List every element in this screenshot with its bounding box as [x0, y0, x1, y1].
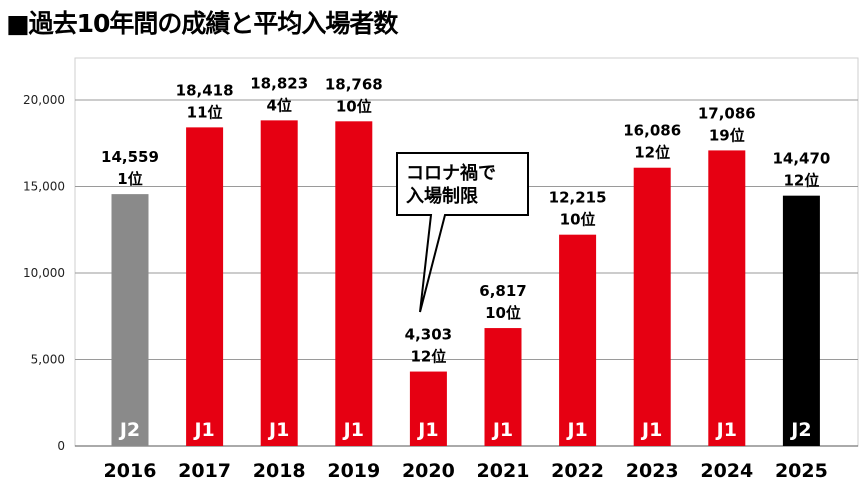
bar-2022: [559, 234, 597, 446]
callout-text: コロナ禍で: [406, 162, 496, 184]
bar-2021: [484, 328, 522, 446]
x-tick-label: 2020: [402, 460, 455, 482]
rank-label: 10位: [485, 304, 521, 322]
bar-2018: [260, 120, 298, 447]
y-tick-label: 5,000: [31, 353, 65, 367]
league-label: J1: [565, 419, 587, 441]
y-tick-label: 15,000: [23, 180, 65, 194]
x-tick-label: 2025: [775, 460, 828, 482]
league-label: J2: [118, 419, 140, 441]
league-label: J1: [491, 419, 513, 441]
callout-text: 入場制限: [406, 186, 479, 207]
x-tick-label: 2022: [551, 460, 604, 482]
bar-2023: [633, 167, 671, 446]
x-tick-label: 2019: [327, 460, 380, 482]
value-label: 14,559: [101, 148, 159, 166]
value-label: 18,418: [176, 81, 234, 99]
value-label: 6,817: [479, 282, 526, 300]
bar-2016: [111, 194, 149, 446]
rank-label: 10位: [560, 211, 596, 229]
x-tick-label: 2016: [104, 460, 157, 482]
league-label: J2: [789, 419, 811, 441]
y-tick-label: 10,000: [23, 266, 65, 280]
league-label: J1: [640, 419, 662, 441]
bar-2024: [708, 150, 746, 446]
rank-label: 1位: [117, 170, 142, 188]
bar-2025: [782, 195, 820, 446]
rank-label: 10位: [336, 97, 372, 115]
rank-label: 12位: [634, 144, 670, 162]
league-label: J1: [267, 419, 289, 441]
x-tick-label: 2018: [253, 460, 306, 482]
x-tick-label: 2021: [477, 460, 530, 482]
y-tick-label: 0: [57, 439, 65, 453]
rank-label: 12位: [783, 172, 819, 190]
value-label: 17,086: [698, 104, 756, 122]
rank-label: 11位: [187, 103, 223, 121]
value-label: 12,215: [549, 189, 607, 207]
value-label: 16,086: [623, 122, 681, 140]
rank-label: 4位: [266, 96, 291, 114]
value-label: 18,823: [250, 74, 308, 92]
rank-label: 19位: [709, 126, 745, 144]
league-label: J1: [715, 419, 737, 441]
x-tick-label: 2017: [178, 460, 231, 482]
league-label: J1: [192, 419, 214, 441]
bar-2017: [186, 127, 224, 447]
callout-bubble: [396, 152, 529, 313]
x-tick-label: 2024: [700, 460, 753, 482]
y-tick-label: 20,000: [23, 93, 65, 107]
rank-label: 12位: [410, 348, 446, 366]
value-label: 4,303: [405, 326, 452, 344]
value-label: 14,470: [772, 150, 830, 168]
chart-title: ■過去10年間の成績と平均入場者数: [6, 9, 398, 38]
value-label: 18,768: [325, 75, 383, 93]
league-label: J1: [342, 419, 364, 441]
x-tick-label: 2023: [626, 460, 679, 482]
league-label: J1: [416, 419, 438, 441]
bar-2019: [335, 121, 373, 446]
bar-2020: [409, 371, 447, 446]
